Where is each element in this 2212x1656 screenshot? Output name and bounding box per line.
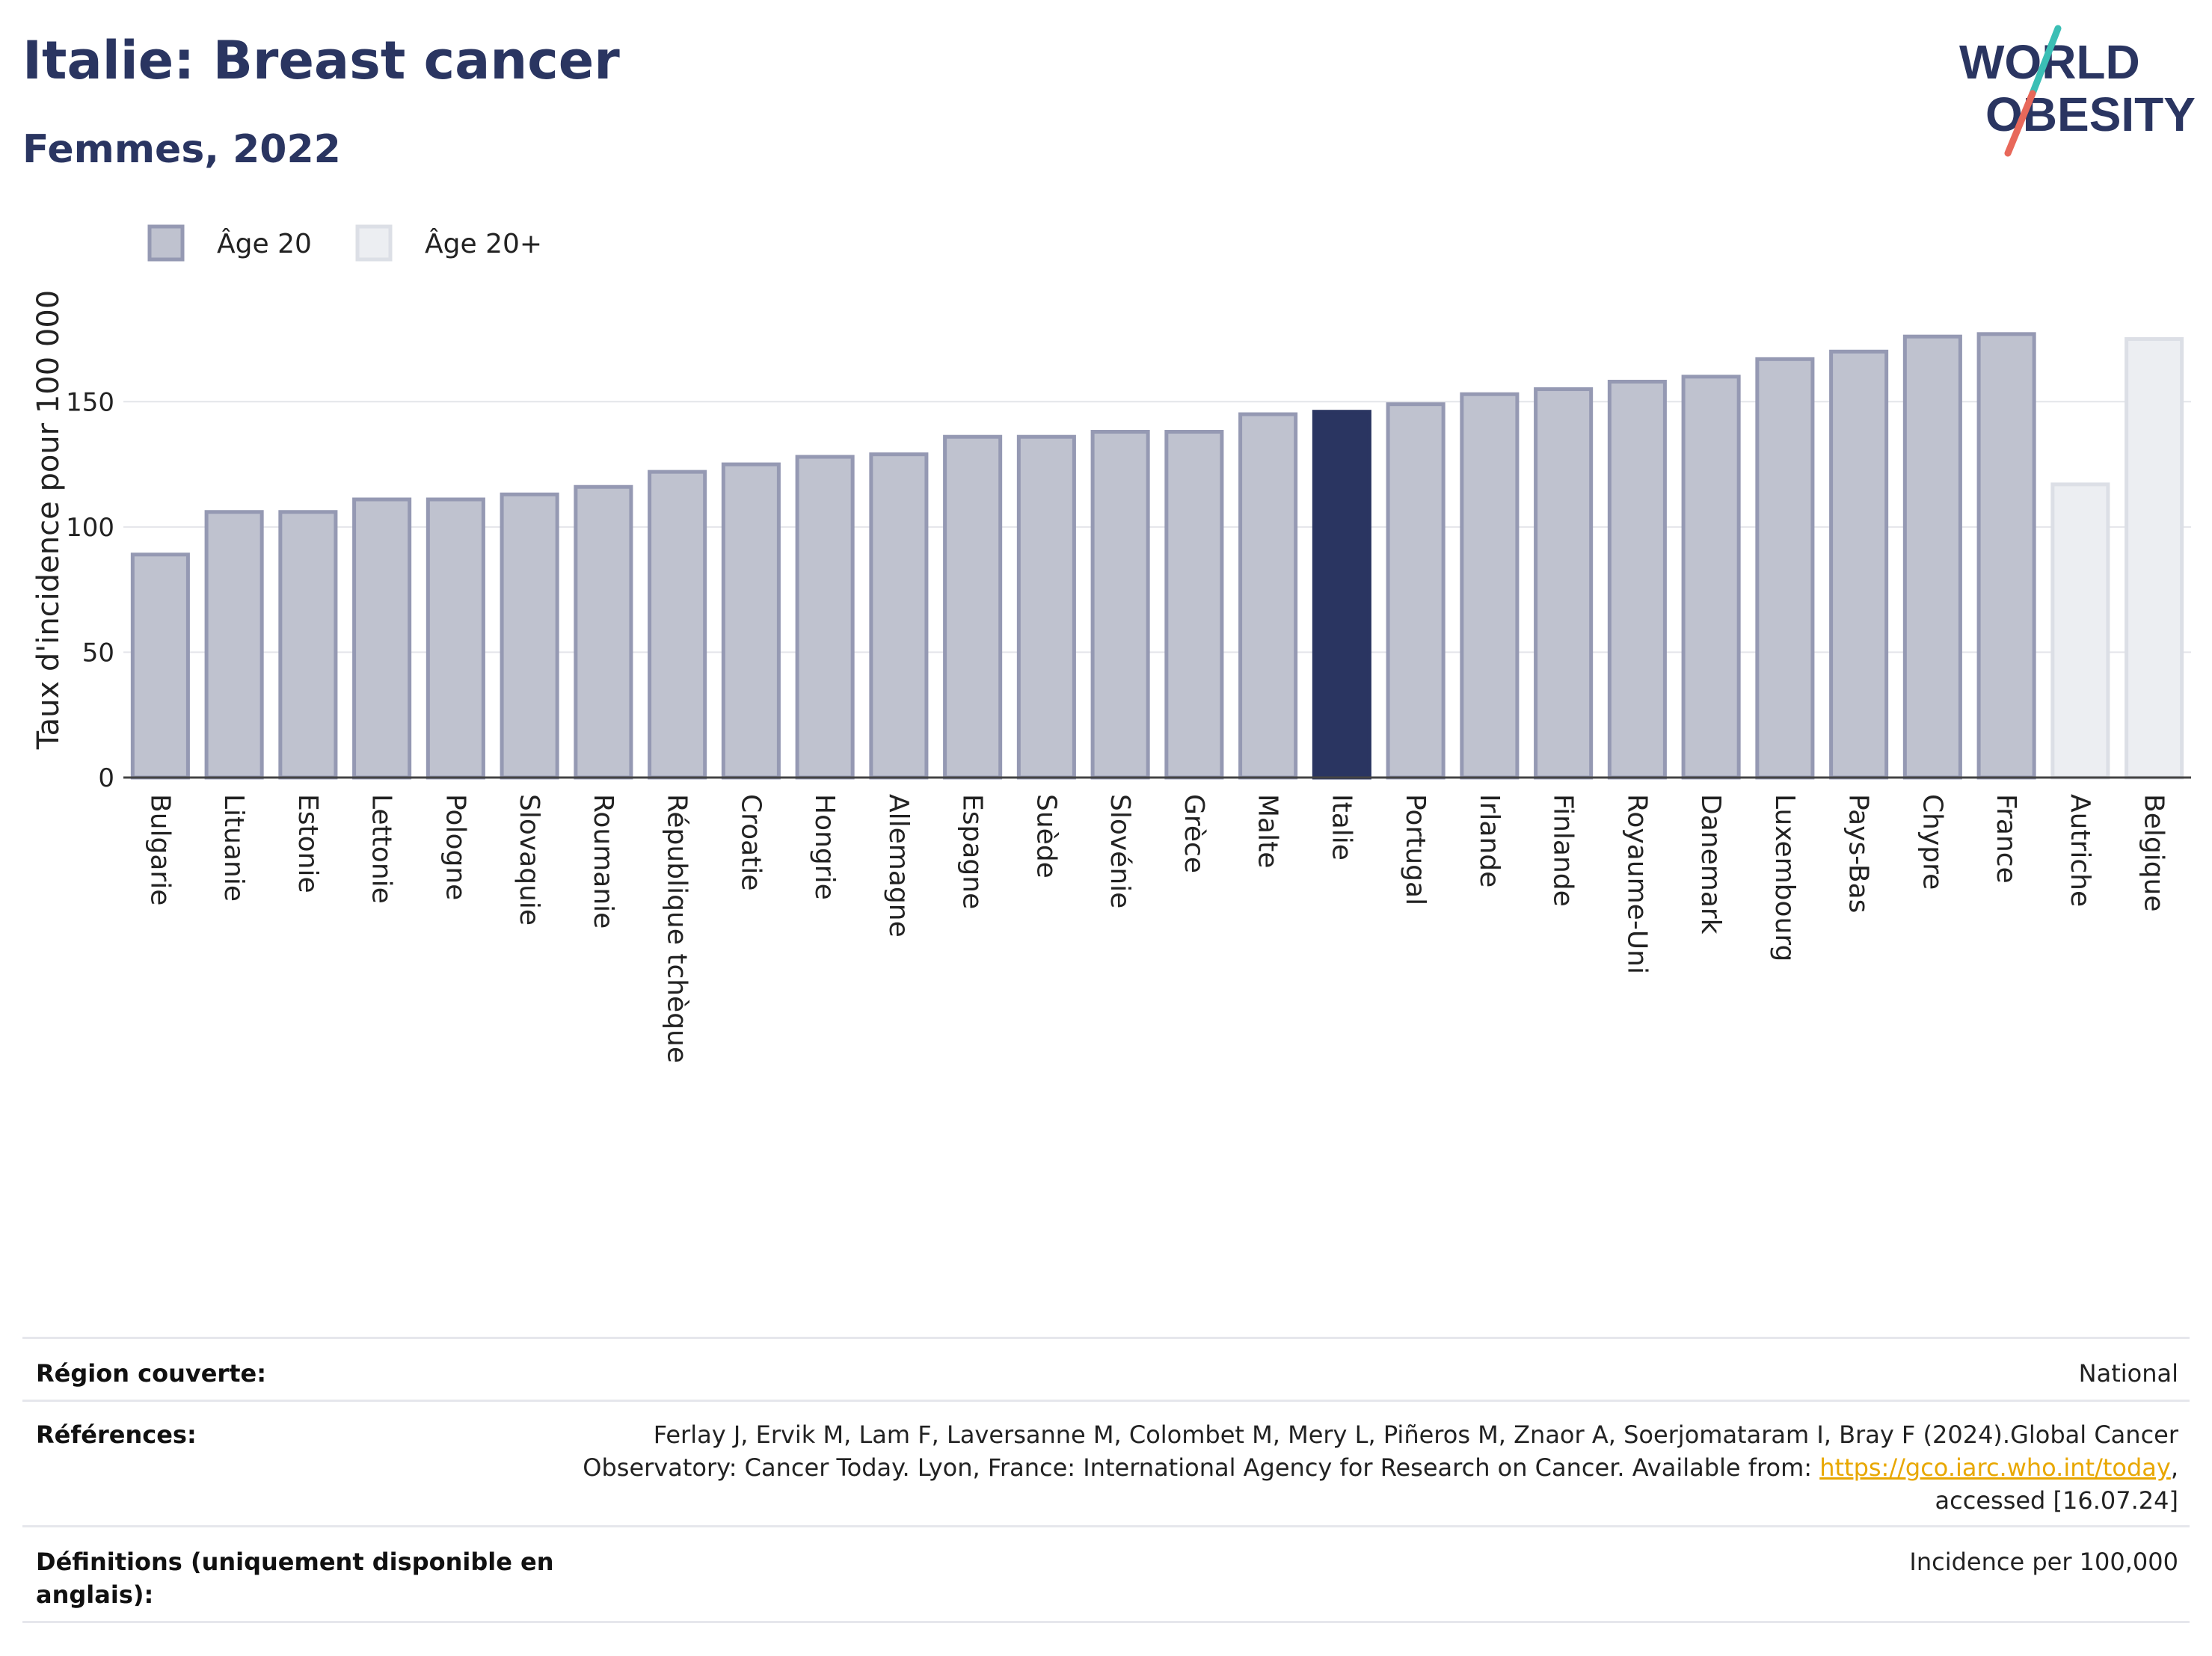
bar-grèce [1164,430,1224,780]
x-tick-label: Portugal [1400,794,1431,905]
x-tick-label: France [1991,794,2021,884]
references-line-3: accessed [16.07.24] [1935,1486,2178,1515]
bar-france [1976,332,2036,780]
bar-finlande [1534,387,1594,780]
x-tick-label: Estonie [292,794,323,893]
bar-pologne [425,497,485,780]
page-subtitle: Femmes, 2022 [22,127,341,172]
legend-label-age20plus: Âge 20+ [425,228,542,259]
x-tick-label: Italie [1326,794,1357,861]
bar-autriche [2050,482,2110,780]
logo-slash-coral [2004,90,2036,157]
bar-slovaquie [500,492,559,780]
x-tick-label: Pologne [440,794,470,900]
x-tick-label: Allemagne [883,794,914,938]
y-axis-label: Taux d'incidence pour 100 000 [31,290,66,750]
bar-chypre [1902,334,1962,780]
bar-danemark [1681,375,1741,780]
x-tick-label: Lituanie [218,794,249,902]
bar-hongrie [795,455,855,780]
references-line-2-suffix: , [2170,1453,2178,1482]
references-line-1: Ferlay J, Ervik M, Lam F, Laversanne M, … [653,1420,2178,1449]
x-tick-label: Pays-Bas [1843,794,1874,913]
x-tick-label: Slovaquie [514,794,544,926]
bar-belgique [2125,337,2184,780]
x-tick-label: Irlande [1474,794,1505,887]
footer-label-definitions: Définitions (uniquement disponible en an… [36,1545,554,1611]
bar-irlande [1460,392,1520,780]
world-obesity-logo: WORLD OBESITY [1959,25,2196,157]
x-tick-label: Luxembourg [1769,794,1800,961]
x-tick-label: Roumanie [588,794,618,929]
x-tick-label: Suède [1030,794,1061,878]
references-line-2-text: Observatory: Cancer Today. Lyon, France:… [583,1453,1820,1482]
bar-luxembourg [1755,357,1815,780]
bar-croatie [721,462,781,780]
bar-suède [1016,434,1076,780]
x-tick-label: Danemark [1695,794,1726,935]
x-tick-label: Lettonie [366,794,397,904]
footer-label-references: Références: [36,1420,197,1449]
references-link[interactable]: https://gco.iarc.who.int/today [1819,1453,2171,1482]
definitions-label-line-2: anglais): [36,1580,154,1609]
x-tick-label: République tchèque [662,794,692,1063]
y-tick-label: 150 [66,387,114,417]
page-title: Italie: Breast cancer [22,30,620,91]
bar-malte [1238,412,1298,780]
footer-value-definitions: Incidence per 100,000 [1909,1548,2178,1576]
bar-république-tchèque [648,470,707,780]
footer-row-references: Références: Ferlay J, Ervik M, Lam F, La… [22,1400,2190,1527]
x-tick-label: Royaume-Uni [1621,794,1652,974]
bar-lituanie [204,510,264,780]
bar-bulgarie [130,552,190,780]
x-tick-label: Autriche [2065,794,2095,907]
x-tick-label: Croatie [735,794,766,891]
footer-value-references: Ferlay J, Ervik M, Lam F, Laversanne M, … [583,1418,2178,1517]
legend-swatch-age20plus [355,224,393,262]
legend-label-age20: Âge 20 [217,228,312,259]
bar-portugal [1386,402,1446,780]
x-tick-label: Espagne [957,794,988,909]
x-tick-label: Finlande [1548,794,1579,907]
footer-value-region: National [2078,1359,2178,1388]
x-tick-label: Bulgarie [144,794,175,905]
logo-slash-teal [2029,25,2062,97]
y-tick-label: 50 [82,638,114,668]
bar-roumanie [574,484,633,780]
x-tick-label: Malte [1253,794,1283,868]
bar-pays-bas [1829,349,1889,780]
definitions-label-line-1: Définitions (uniquement disponible en [36,1548,554,1576]
bar-slovénie [1090,430,1150,780]
bar-estonie [278,510,338,780]
bar-italie [1312,410,1371,780]
x-tick-label: Chypre [1917,794,1947,890]
footer-label-region: Région couverte: [36,1359,266,1388]
x-tick-label: Slovénie [1105,794,1135,908]
x-tick-label: Hongrie [809,794,840,900]
x-tick-label: Belgique [2139,794,2169,912]
footer-row-definitions: Définitions (uniquement disponible en an… [22,1525,2190,1623]
footer-row-region: Région couverte: National [22,1337,2190,1402]
y-tick-label: 0 [98,763,114,793]
bar-royaume-uni [1607,379,1667,780]
bar-espagne [943,434,1003,780]
references-line-2: Observatory: Cancer Today. Lyon, France:… [583,1451,2178,1484]
y-tick-label: 100 [66,513,114,543]
legend-swatch-age20 [147,224,185,262]
bar-allemagne [869,452,929,780]
x-tick-label: Grèce [1179,794,1209,873]
bar-lettonie [352,497,412,780]
